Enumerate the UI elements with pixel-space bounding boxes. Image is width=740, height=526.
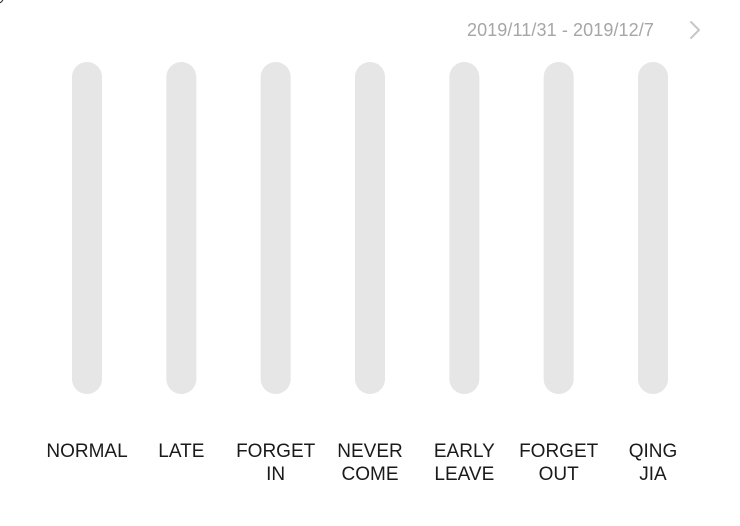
- chevron-right-icon: [690, 21, 700, 39]
- next-week-button[interactable]: [684, 16, 706, 44]
- bar-track-never-come: [355, 62, 385, 394]
- category-label-early-leave: EARLY LEAVE: [434, 441, 495, 485]
- bar-track-early-leave: [449, 62, 480, 394]
- category-label-qing-jia: QING JIA: [629, 441, 678, 485]
- category-label-forget-out: FORGET OUT: [519, 441, 599, 485]
- category-label-normal: NORMAL: [46, 441, 127, 462]
- bar-track-forget-out: [543, 62, 574, 394]
- category-label-forget-in: FORGET IN: [236, 441, 316, 485]
- bar-track-normal: [72, 62, 102, 394]
- bar-track-qing-jia: [638, 62, 668, 394]
- category-label-never-come: NEVER COME: [337, 441, 402, 485]
- date-range-label: 2019/11/31 - 2019/12/7: [466, 20, 654, 40]
- category-label-late: LATE: [158, 441, 204, 462]
- bar-track-late: [166, 62, 197, 394]
- bar-track-forget-in: [260, 62, 291, 394]
